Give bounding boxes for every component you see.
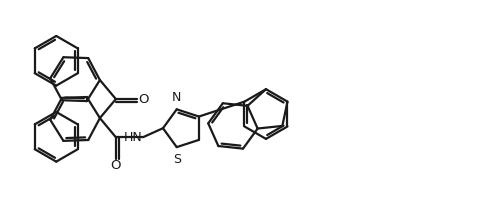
Text: O: O	[110, 160, 121, 173]
Text: O: O	[139, 93, 149, 106]
Text: N: N	[172, 91, 181, 104]
Text: S: S	[173, 153, 181, 166]
Text: HN: HN	[123, 131, 142, 144]
